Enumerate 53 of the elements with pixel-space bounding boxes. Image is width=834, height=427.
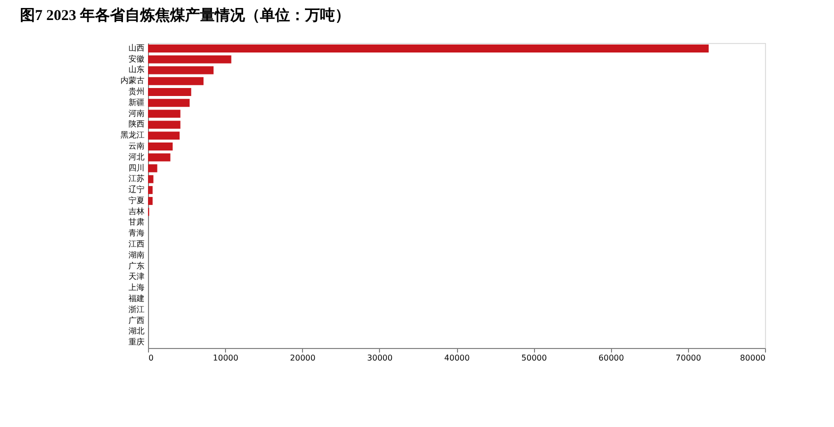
y-tick-label: 江苏 — [128, 174, 144, 184]
y-tick-label: 重庆 — [128, 338, 144, 347]
y-tick-label: 湖北 — [128, 326, 144, 336]
y-tick-label: 山东 — [128, 65, 144, 74]
y-tick-label: 安徽 — [128, 54, 144, 64]
y-tick-label: 新疆 — [128, 98, 144, 107]
y-tick-label: 内蒙古 — [120, 76, 144, 86]
y-tick-label: 辽宁 — [128, 185, 144, 194]
y-tick-label: 湖南 — [128, 250, 144, 260]
bar — [148, 153, 170, 162]
bar — [148, 110, 180, 118]
y-tick-label: 黑龙江 — [120, 130, 144, 140]
y-tick-label: 陕西 — [128, 120, 144, 129]
chart-title: 图7 2023 年各省自炼焦煤产量情况（单位：万吨） — [20, 7, 350, 24]
y-tick-label: 浙江 — [128, 304, 144, 314]
x-tick-label: 40000 — [444, 354, 470, 362]
y-tick-label: 河南 — [128, 108, 144, 118]
bar — [148, 186, 153, 194]
y-tick-label: 山西 — [128, 43, 144, 52]
bar — [148, 55, 232, 64]
bar — [148, 175, 154, 184]
y-tick-label: 河北 — [128, 152, 144, 162]
bar — [148, 164, 158, 172]
y-tick-label: 贵州 — [128, 87, 144, 96]
x-tick-label: 20000 — [290, 354, 316, 362]
y-tick-label: 广东 — [128, 261, 144, 270]
y-tick-label: 广西 — [128, 316, 144, 325]
bar — [148, 44, 709, 52]
x-tick-label: 60000 — [598, 354, 624, 362]
y-tick-label: 青海 — [128, 228, 144, 238]
bar — [148, 77, 204, 86]
x-tick-label: 70000 — [676, 354, 702, 362]
y-tick-label: 福建 — [128, 294, 144, 303]
y-tick-label: 云南 — [128, 141, 144, 150]
bar — [148, 196, 153, 205]
bar — [148, 66, 214, 74]
y-tick-label: 吉林 — [128, 206, 144, 216]
x-tick-label: 0 — [148, 354, 154, 362]
y-tick-label: 天津 — [128, 272, 144, 282]
x-tick-label: 80000 — [740, 354, 766, 362]
y-tick-label: 上海 — [128, 283, 144, 292]
bar — [148, 88, 192, 96]
y-tick-label: 江西 — [128, 240, 144, 249]
y-tick-label: 四川 — [128, 163, 144, 172]
bar — [148, 120, 180, 129]
y-tick-label: 甘肃 — [128, 218, 144, 227]
bar — [148, 132, 180, 140]
bar — [148, 142, 173, 150]
x-tick-label: 10000 — [212, 354, 238, 362]
x-tick-label: 50000 — [521, 354, 547, 362]
y-tick-label: 宁夏 — [128, 196, 144, 205]
bar — [148, 98, 190, 107]
x-tick-label: 30000 — [367, 354, 393, 362]
